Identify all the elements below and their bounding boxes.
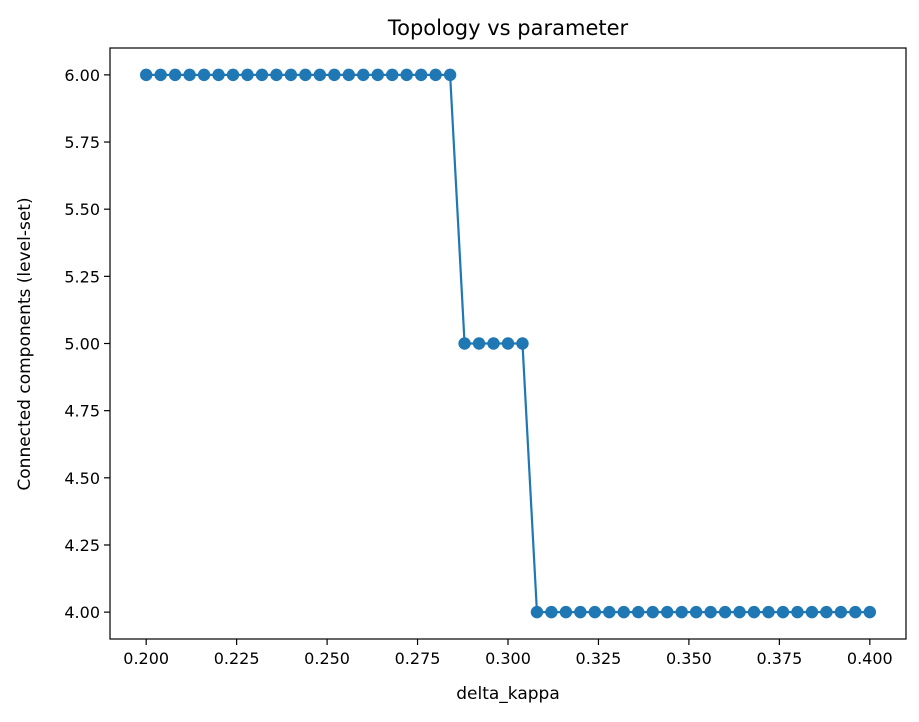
- y-tick-label: 5.75: [64, 133, 100, 152]
- data-point: [371, 68, 384, 82]
- chart-title: Topology vs parameter: [387, 16, 629, 40]
- data-point: [241, 68, 254, 82]
- data-point: [197, 68, 211, 82]
- y-tick-label: 6.00: [64, 66, 100, 85]
- data-point: [255, 68, 269, 82]
- data-point: [328, 68, 341, 82]
- data-point: [139, 68, 153, 82]
- x-tick-label: 0.200: [123, 649, 169, 668]
- y-tick-label: 5.00: [64, 335, 100, 354]
- y-axis: 4.00 4.25 4.50 4.75 5.00 5.25 5.50 5.75 6.00: [64, 66, 110, 622]
- x-tick-label: 0.375: [756, 649, 802, 668]
- x-tick-label: 0.400: [847, 649, 893, 668]
- data-point: [414, 68, 428, 82]
- data-point: [776, 605, 790, 619]
- data-point: [516, 337, 529, 350]
- data-point: [299, 68, 312, 82]
- data-point: [661, 605, 674, 619]
- data-point: [574, 605, 587, 619]
- data-point: [834, 605, 848, 619]
- x-tick-label: 0.300: [485, 649, 531, 668]
- y-tick-label: 5.50: [64, 200, 100, 219]
- data-point: [820, 605, 833, 619]
- x-tick-label: 0.350: [666, 649, 712, 668]
- y-tick-label: 5.25: [64, 267, 100, 286]
- data-point: [747, 605, 761, 619]
- y-tick-label: 4.75: [64, 402, 100, 421]
- data-point: [212, 68, 225, 82]
- data-point: [429, 68, 442, 82]
- plot-frame: [109, 47, 907, 640]
- data-point: [762, 605, 775, 619]
- y-tick-label: 4.00: [64, 603, 100, 622]
- data-point: [472, 337, 486, 350]
- y-tick-label: 4.25: [64, 536, 100, 555]
- data-point: [863, 605, 877, 619]
- data-point: [386, 68, 399, 82]
- data-point: [357, 68, 370, 82]
- data-point: [545, 605, 558, 619]
- data-point: [443, 68, 457, 82]
- x-tick-label: 0.225: [214, 649, 260, 668]
- data-point: [501, 337, 515, 350]
- data-point: [791, 605, 804, 619]
- data-point: [270, 68, 283, 82]
- data-point: [284, 68, 298, 82]
- data-point: [646, 605, 659, 619]
- data-point: [313, 68, 327, 82]
- data-point: [603, 605, 616, 619]
- data-point: [632, 605, 645, 619]
- data-point: [226, 68, 240, 82]
- data-point: [588, 605, 602, 619]
- data-point: [675, 605, 688, 619]
- data-point: [718, 605, 732, 619]
- x-tick-label: 0.275: [395, 649, 441, 668]
- y-tick-label: 4.50: [64, 469, 100, 488]
- x-tick-label: 0.250: [304, 649, 350, 668]
- data-point: [458, 337, 471, 350]
- data-point: [689, 605, 703, 619]
- x-axis-label: delta_kappa: [456, 684, 560, 704]
- y-axis-label: Connected components (level-set): [15, 197, 35, 490]
- data-point: [733, 605, 746, 619]
- data-point: [400, 68, 413, 82]
- series-layer: [139, 68, 877, 619]
- x-tick-label: 0.325: [576, 649, 622, 668]
- data-point: [487, 337, 500, 350]
- data-point: [617, 605, 630, 619]
- data-point: [342, 68, 355, 82]
- data-point: [530, 605, 544, 619]
- data-point: [168, 68, 182, 82]
- data-point: [805, 605, 819, 619]
- x-axis: 0.200 0.225 0.250 0.275 0.300 0.325 0.350 0.375…: [123, 639, 893, 668]
- data-point: [849, 605, 862, 619]
- data-point: [559, 605, 573, 619]
- data-point: [704, 605, 717, 619]
- data-point: [183, 68, 196, 82]
- data-point: [154, 68, 167, 82]
